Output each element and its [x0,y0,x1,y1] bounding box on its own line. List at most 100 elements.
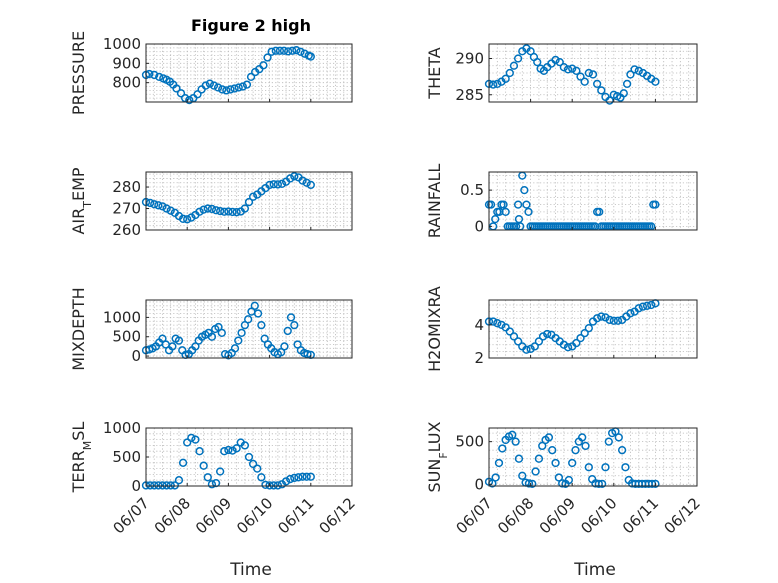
air-temp-point [162,204,171,213]
h2omixra-point [647,300,656,310]
air-temp-point [298,176,307,185]
theta-point [501,74,510,83]
sun-flux-point [508,430,517,439]
air-temp-point [228,207,237,217]
air-temp-point [211,206,221,215]
terr-msl-x-tick-label: 06/12 [316,494,359,537]
sun-flux-point [571,446,580,455]
terr-msl-point [273,481,282,490]
terr-msl-point [162,481,171,490]
h2omixra-panel: 2 4 H2OMIXRA [425,286,698,372]
mixdepth-point [174,336,184,345]
pressure-point [155,72,164,82]
pressure-point [296,47,305,56]
h2omixra-point [609,316,618,325]
air-temp-point [154,201,163,210]
air-temp-point [216,206,225,216]
mixdepth-point [250,301,259,310]
pressure-axis-label: PRESSURE [69,31,88,115]
h2omixra-point [597,312,606,321]
sun-flux-point [511,437,520,446]
air-temp-point [273,180,282,189]
sun-flux-point [544,433,554,442]
terr-msl-point [207,480,217,489]
air-temp-point [290,172,299,181]
terr-msl-point [232,444,241,453]
mixdepth-y-tick-label: 1000 [103,308,141,326]
air-temp-axis-label: AIRTEMP [69,167,94,234]
pressure-point [246,72,256,82]
sun-flux-x-tick-label: 06/07 [453,494,496,537]
air-temp-point [199,205,208,214]
theta-point [622,79,632,89]
sun-flux-point [601,463,610,472]
pressure-point [213,83,223,92]
pressure-point [209,81,219,90]
h2omixra-point [501,323,510,332]
terr-msl-x-tick-label: 06/11 [274,494,317,537]
sun-flux-point [498,444,507,453]
terr-msl-point [265,481,274,490]
air-temp-point [224,207,233,216]
theta-y-tick-label: 290 [455,50,484,68]
theta-point [533,57,542,67]
sun-flux-y-tick-label: 500 [455,433,484,451]
theta-point [489,80,498,89]
terr-msl-point [298,472,307,481]
air-temp-point [203,204,212,213]
h2omixra-axis-label: H2OMIXRA [425,286,444,372]
air-temp-point [302,178,311,187]
mixdepth-y-tick-label: 500 [112,328,141,346]
sun-flux-point [538,441,547,451]
air-temp-y-tick-label: 270 [112,200,141,218]
terr-msl-point [170,481,179,490]
air-temp-point [178,214,188,223]
mixdepth-point [168,342,177,351]
rainfall-point [520,185,529,195]
terr-msl-point [145,481,155,490]
theta-point [651,77,660,86]
theta-point [572,66,581,75]
terr-msl-point [306,472,315,481]
theta-point [568,64,577,73]
air-temp-axes-frame [145,171,353,231]
mixdepth-point [286,313,296,322]
air-temp-point [220,207,229,216]
mixdepth-point [244,315,253,324]
air-temp-point [145,198,155,208]
pressure-point [185,95,194,105]
theta-point [584,68,593,78]
theta-point [597,86,606,95]
terr-msl-y-tick-label: 0 [131,477,141,495]
terr-msl-point [261,480,270,489]
pressure-point [234,83,243,92]
terr-msl-point [240,441,250,450]
h2omixra-point [493,319,502,328]
rainfall-y-tick-label: 0.5 [460,181,484,199]
air-temp-point [158,202,167,211]
pressure-point [263,53,272,62]
sun-flux-point [578,433,587,442]
h2omixra-y-tick-label: 2 [474,349,484,367]
pressure-point [222,86,231,95]
h2omixra-point [584,324,593,333]
sun-flux-point [518,471,527,480]
terr-msl-point [203,473,212,482]
h2omixra-point [642,301,652,310]
terr-msl-x-tick-label: 06/10 [233,494,276,537]
h2omixra-point [593,314,602,323]
pressure-point [288,46,297,55]
terr-msl-point [166,481,175,490]
terr-msl-point [199,461,208,470]
rainfall-point [499,200,508,209]
terr-msl-point [228,446,237,455]
h2omixra-point [526,344,535,354]
theta-point [563,65,573,74]
sun-flux-x-tick-label: 06/11 [619,494,662,537]
terr-msl-point [248,459,258,469]
mixdepth-point [230,344,240,353]
h2omixra-point [538,332,548,341]
air-temp-y-tick-label: 260 [112,221,141,239]
mixdepth-point [217,328,226,338]
